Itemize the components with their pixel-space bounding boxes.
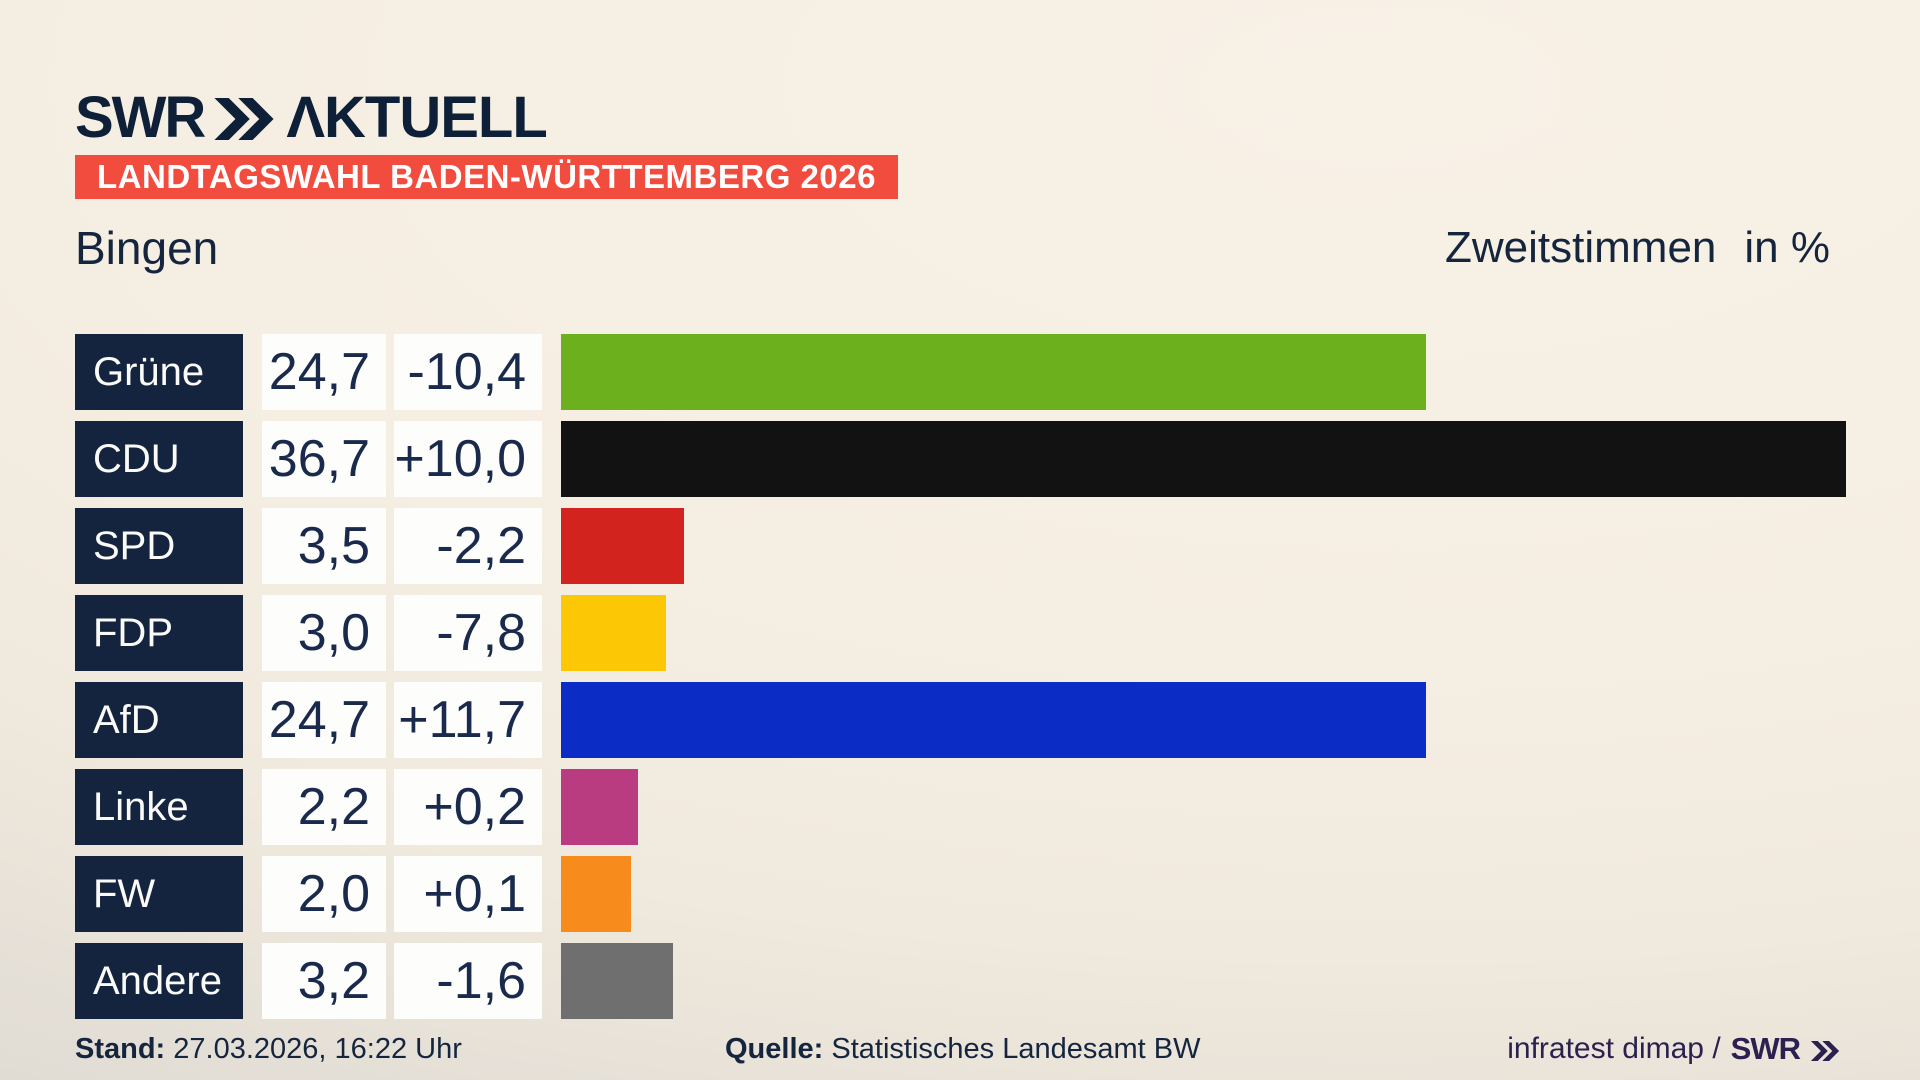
party-label: Andere <box>75 943 243 1019</box>
stand-label: Stand: <box>75 1032 166 1065</box>
credit-swr-text: SWR <box>1730 1031 1801 1066</box>
party-label: CDU <box>75 421 243 497</box>
party-value: 36,7 <box>262 421 386 497</box>
credit-double-chevron-icon <box>1810 1040 1840 1061</box>
party-value: 24,7 <box>262 334 386 410</box>
party-bar <box>561 856 631 932</box>
party-change: -10,4 <box>394 334 542 410</box>
party-change: -2,2 <box>394 508 542 584</box>
party-bar <box>561 508 684 584</box>
measure-title: Zweitstimmen in % <box>1445 223 1830 273</box>
party-row: Linke 2,2 +0,2 <box>75 769 1846 845</box>
party-value: 2,0 <box>262 856 386 932</box>
party-bar <box>561 595 666 671</box>
stand-timestamp: Stand: 27.03.2026, 16:22 Uhr <box>75 1033 462 1066</box>
party-value: 3,0 <box>262 595 386 671</box>
measure-unit: in % <box>1744 223 1830 272</box>
party-bar <box>561 682 1426 758</box>
source-value: Statistisches Landesamt BW <box>831 1032 1201 1065</box>
party-label: Linke <box>75 769 243 845</box>
source-attribution: Quelle: Statistisches Landesamt BW <box>725 1033 1200 1066</box>
measure-label: Zweitstimmen <box>1445 223 1717 272</box>
swr-aktuell-logo: SWR ΛKTUELL <box>75 84 548 151</box>
logo-swr-text: SWR <box>75 85 206 150</box>
party-label: Grüne <box>75 334 243 410</box>
double-chevron-icon <box>212 97 276 140</box>
credit-attribution: infratest dimap / SWR <box>1507 1031 1840 1067</box>
party-row: Grüne 24,7 -10,4 <box>75 334 1846 410</box>
party-row: FDP 3,0 -7,8 <box>75 595 1846 671</box>
party-change: +11,7 <box>394 682 542 758</box>
party-row: Andere 3,2 -1,6 <box>75 943 1846 1019</box>
party-bar <box>561 769 638 845</box>
party-label: AfD <box>75 682 243 758</box>
bar-rows: Grüne 24,7 -10,4 CDU 36,7 +10,0 SPD 3,5 -2,2 FDP 3… <box>75 334 1846 1030</box>
party-change: +10,0 <box>394 421 542 497</box>
municipality-title: Bingen <box>75 222 219 274</box>
party-change: -7,8 <box>394 595 542 671</box>
footer: Stand: 27.03.2026, 16:22 Uhr Quelle: Sta… <box>75 1031 1840 1067</box>
party-change: -1,6 <box>394 943 542 1019</box>
party-bar <box>561 943 673 1019</box>
party-change: +0,1 <box>394 856 542 932</box>
party-row: FW 2,0 +0,1 <box>75 856 1846 932</box>
party-label: FW <box>75 856 243 932</box>
party-value: 24,7 <box>262 682 386 758</box>
party-row: SPD 3,5 -2,2 <box>75 508 1846 584</box>
stand-value: 27.03.2026, 16:22 Uhr <box>173 1032 462 1065</box>
title-row: Bingen Zweitstimmen in % <box>75 220 1830 276</box>
party-value: 3,2 <box>262 943 386 1019</box>
party-change: +0,2 <box>394 769 542 845</box>
party-bar <box>561 421 1846 497</box>
party-bar <box>561 334 1426 410</box>
source-label: Quelle: <box>725 1032 824 1065</box>
credit-text: infratest dimap / <box>1507 1032 1721 1065</box>
party-row: CDU 36,7 +10,0 <box>75 421 1846 497</box>
party-label: SPD <box>75 508 243 584</box>
party-label: FDP <box>75 595 243 671</box>
election-banner: LANDTAGSWAHL BADEN-WÜRTTEMBERG 2026 <box>75 155 898 199</box>
party-value: 2,2 <box>262 769 386 845</box>
party-row: AfD 24,7 +11,7 <box>75 682 1846 758</box>
party-value: 3,5 <box>262 508 386 584</box>
logo-aktuell-text: ΛKTUELL <box>286 85 547 150</box>
